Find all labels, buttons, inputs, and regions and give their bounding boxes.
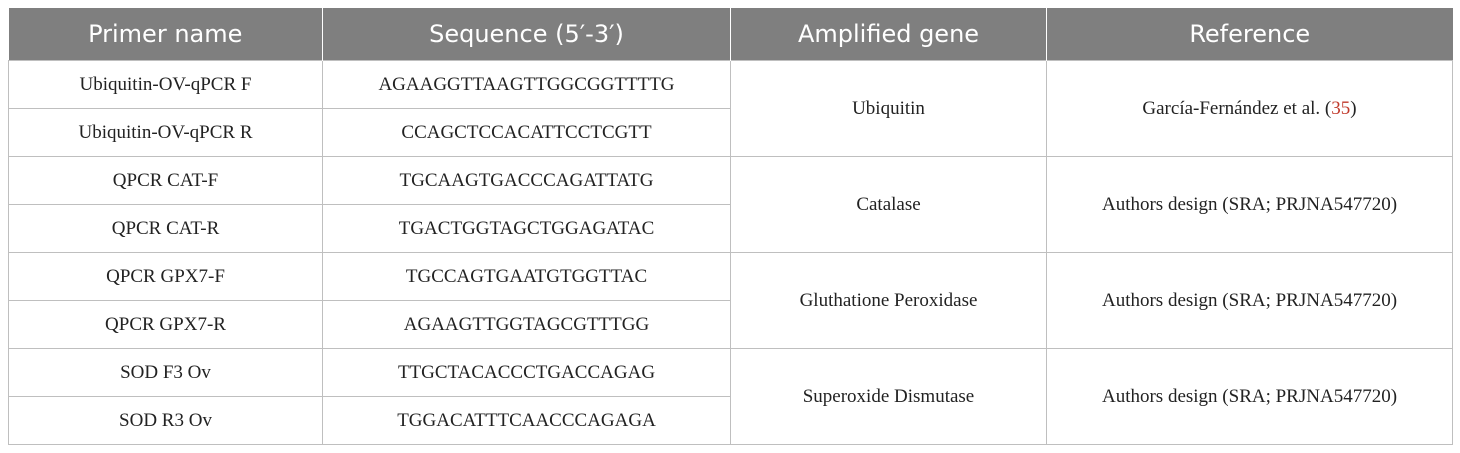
table-header: Primer name Sequence (5′-3′) Amplified g… xyxy=(8,8,1453,61)
reference-close: ) xyxy=(1350,97,1357,119)
amplified-gene-cell: Gluthatione Peroxidase xyxy=(730,252,1047,349)
primer-table: Primer name Sequence (5′-3′) Amplified g… xyxy=(8,8,1453,445)
table-row: Ubiquitin-OV-qPCR F AGAAGGTTAAGTTGGCGGTT… xyxy=(8,60,1453,157)
table-row: QPCR GPX7-R AGAAGTTGGTAGCGTTTGG xyxy=(8,300,1453,349)
primer-name-cell: SOD R3 Ov xyxy=(8,396,323,445)
table-body: Ubiquitin-OV-qPCR F AGAAGGTTAAGTTGGCGGTT… xyxy=(8,60,1453,445)
sequence-cell: CCAGCTCCACATTCCTCGTT xyxy=(322,108,731,157)
sequence-cell: TTGCTACACCCTGACCAGAG xyxy=(322,348,731,397)
sequence-cell: TGACTGGTAGCTGGAGATAC xyxy=(322,204,731,253)
primer-name-cell: QPCR GPX7-R xyxy=(8,300,323,349)
table-row: SOD R3 Ov TGGACATTTCAACCCAGAGA xyxy=(8,396,1453,445)
header-amplified-gene: Amplified gene xyxy=(730,8,1047,61)
sequence-cell: TGCCAGTGAATGTGGTTAC xyxy=(322,252,731,301)
table-row: SOD F3 Ov TTGCTACACCCTGACCAGAG Superoxid… xyxy=(8,348,1453,445)
sequence-cell: TGGACATTTCAACCCAGAGA xyxy=(322,396,731,445)
amplified-gene-cell: Superoxide Dismutase xyxy=(730,348,1047,445)
primer-name-cell: Ubiquitin-OV-qPCR F xyxy=(8,60,323,109)
header-row: Primer name Sequence (5′-3′) Amplified g… xyxy=(8,8,1453,61)
header-primer-name: Primer name xyxy=(8,8,323,61)
table-row: QPCR GPX7-F TGCCAGTGAATGTGGTTAC Gluthati… xyxy=(8,252,1453,349)
reference-cell: Authors design (SRA; PRJNA547720) xyxy=(1046,252,1453,349)
reference-link[interactable]: 35 xyxy=(1331,97,1351,119)
primer-name-cell: SOD F3 Ov xyxy=(8,348,323,397)
primer-name-cell: Ubiquitin-OV-qPCR R xyxy=(8,108,323,157)
amplified-gene-cell: Catalase xyxy=(730,156,1047,253)
header-sequence: Sequence (5′-3′) xyxy=(322,8,731,61)
table-row: QPCR CAT-F TGCAAGTGACCCAGATTATG Catalase… xyxy=(8,156,1453,253)
primer-name-cell: QPCR CAT-R xyxy=(8,204,323,253)
reference-text: García-Fernández et al. ( xyxy=(1142,97,1332,119)
sequence-cell: TGCAAGTGACCCAGATTATG xyxy=(322,156,731,205)
amplified-gene-cell: Ubiquitin xyxy=(730,60,1047,157)
reference-cell: Authors design (SRA; PRJNA547720) xyxy=(1046,348,1453,445)
primer-name-cell: QPCR CAT-F xyxy=(8,156,323,205)
reference-cell: Authors design (SRA; PRJNA547720) xyxy=(1046,156,1453,253)
sequence-cell: AGAAGGTTAAGTTGGCGGTTTTG xyxy=(322,60,731,109)
reference-cell: García-Fernández et al. (35) xyxy=(1046,60,1453,157)
sequence-cell: AGAAGTTGGTAGCGTTTGG xyxy=(322,300,731,349)
header-reference: Reference xyxy=(1046,8,1453,61)
table-row: QPCR CAT-R TGACTGGTAGCTGGAGATAC xyxy=(8,204,1453,253)
primer-name-cell: QPCR GPX7-F xyxy=(8,252,323,301)
table-row: Ubiquitin-OV-qPCR R CCAGCTCCACATTCCTCGTT xyxy=(8,108,1453,157)
